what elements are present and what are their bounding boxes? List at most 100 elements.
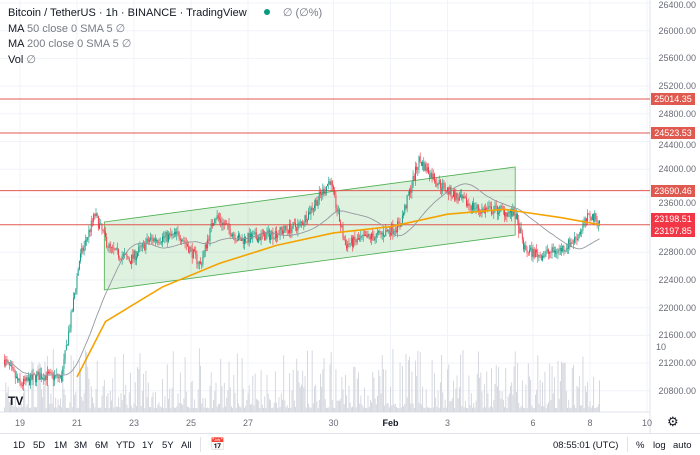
volume-bar [596,407,598,412]
volume-bar [508,393,510,412]
volume-bar [438,407,440,412]
volume-bar [113,407,115,412]
volume-bar [337,400,339,412]
candle-body [395,230,397,232]
price-chart[interactable] [0,0,700,433]
candle-body [232,234,234,237]
candle-body [84,240,86,246]
volume-bar [318,399,320,412]
volume-bar [506,408,508,412]
volume-bar [152,392,154,412]
range-1m[interactable]: 1M [54,440,68,451]
volume-legend[interactable]: Vol ∅ [8,53,36,66]
ma200-legend[interactable]: MA 200 close 0 SMA 5 ∅ [8,38,132,50]
range-1d[interactable]: 1D [13,440,26,451]
volume-bar [305,407,307,412]
candle-body [89,229,91,233]
range-1y[interactable]: 1Y [142,440,154,451]
ma50-legend[interactable]: MA 50 close 0 SMA 5 ∅ [8,22,126,35]
candle-body [460,194,462,197]
clock-time[interactable]: 08:55:01 (UTC) [553,440,619,451]
volume-bar [340,398,342,412]
volume-bar [390,386,391,412]
volume-bar [29,407,30,412]
range-all[interactable]: All [181,440,192,451]
volume-bar [228,361,230,412]
candle-body [583,222,585,226]
volume-bar [196,407,198,412]
volume-bar [31,360,33,412]
volume-bar [552,393,554,412]
volume-bar [248,385,250,412]
volume-bar [202,397,204,412]
volume-bar [476,373,478,412]
candle-body [528,249,530,254]
volume-bar [385,369,387,412]
volume-bar [425,389,427,412]
candle-body [348,243,350,245]
volume-bar [354,366,356,412]
candle-body [310,207,312,215]
volume-bar [375,404,377,412]
range-5y[interactable]: 5Y [162,440,174,451]
volume-bar [299,387,301,412]
volume-bar [399,362,401,412]
candle-body [543,255,545,257]
candle-body [412,175,414,187]
volume-bar [166,364,168,412]
volume-bar [584,385,586,412]
candle-body [587,213,589,222]
volume-bar [331,399,333,412]
go-to-date-icon[interactable]: 📅 [210,437,225,451]
volume-bar [187,406,188,412]
volume-bar [593,376,595,412]
volume-bar [422,386,424,412]
range-ytd[interactable]: YTD [116,440,135,451]
candle-body [401,215,403,226]
candle-body [575,237,577,239]
candle-body [213,223,215,226]
price-axis-label: 26400.00 [658,0,696,10]
candle-body [11,364,13,367]
candle-body [144,242,146,251]
volume-bar [272,407,274,412]
candle-body [258,236,260,243]
volume-bar [555,407,557,412]
candle-body [359,238,361,240]
candle-body [574,237,576,243]
percent-toggle[interactable]: % [636,440,645,451]
log-toggle[interactable]: log [653,440,666,451]
candle-body [323,188,325,194]
volume-bar [599,380,600,412]
interval[interactable]: 1h [105,7,118,19]
volume-bar [190,382,192,412]
price-axis-label: 24800.00 [658,108,696,119]
range-6m[interactable]: 6M [95,440,109,451]
volume-bar [577,387,579,412]
volume-bar [540,406,542,412]
volume-bar [356,378,358,412]
volume-bar [590,407,592,412]
volume-bar [309,407,311,412]
candle-body [162,236,163,243]
volume-bar [131,406,133,412]
symbol-row[interactable]: Bitcoin / TetherUS · 1h · BINANCE · Trad… [8,7,323,19]
volume-bar [310,407,312,412]
volume-bar [207,407,209,412]
candle-body [259,236,261,241]
volume-bar [464,400,466,412]
candle-body [422,162,424,166]
range-5d[interactable]: 5D [33,440,46,451]
volume-bar [533,408,535,412]
volume-bar [467,407,469,412]
tradingview-logo-icon[interactable]: TV [8,394,24,408]
volume-bar [468,375,470,412]
volume-bar [369,400,371,412]
candle-body [59,375,61,377]
candle-body [457,197,459,201]
auto-toggle[interactable]: auto [673,440,692,451]
settings-gear-icon[interactable]: ⚙ [667,414,679,429]
candle-body [124,254,125,255]
candle-body [324,191,326,194]
range-3m[interactable]: 3M [74,440,88,451]
